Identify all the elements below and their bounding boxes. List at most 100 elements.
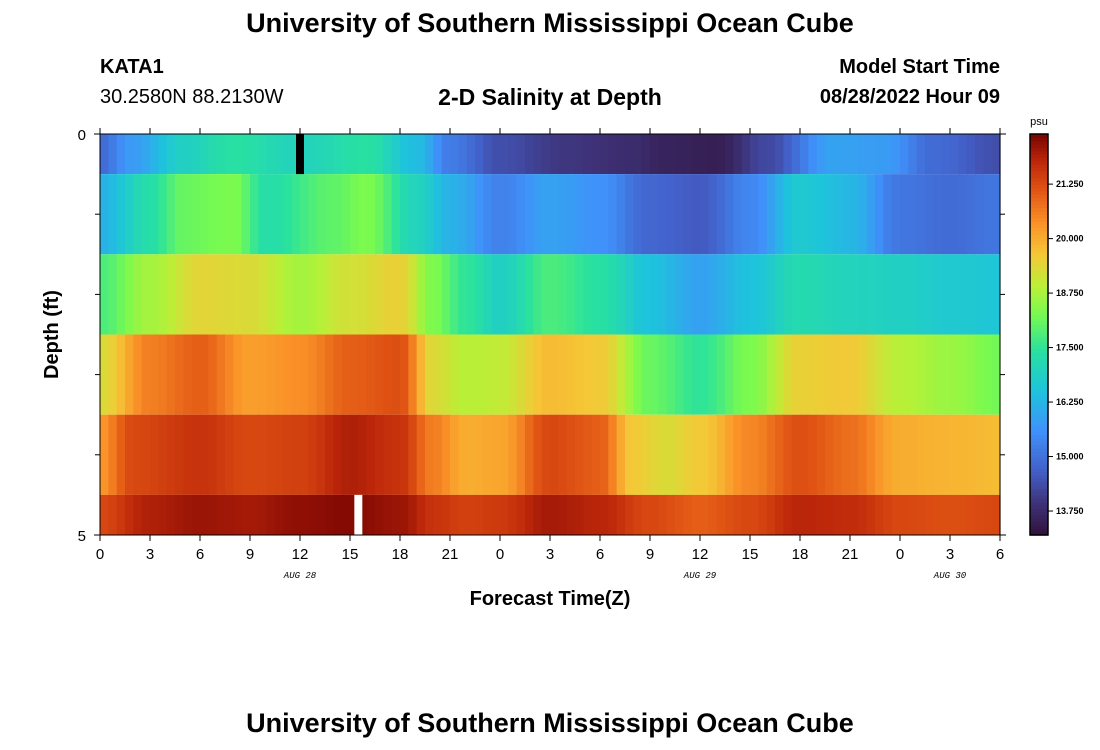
heatmap-cell <box>908 254 918 335</box>
heatmap-cell <box>491 494 501 535</box>
heatmap-cell <box>316 134 326 175</box>
colorbar-swatch <box>1030 190 1048 195</box>
x-date-label: AUG 28 <box>283 571 317 581</box>
heatmap-cell <box>408 134 418 175</box>
heatmap-cell <box>275 254 284 335</box>
heatmap-cell <box>558 414 568 495</box>
heatmap-cell <box>891 494 901 535</box>
heatmap-cell <box>550 334 559 415</box>
heatmap-cell <box>150 494 159 535</box>
heatmap-cell <box>475 414 484 495</box>
heatmap-cell <box>433 174 443 255</box>
heatmap-cell <box>725 134 734 175</box>
heatmap-cell <box>950 254 959 335</box>
heatmap-cell <box>583 334 593 415</box>
heatmap-cell <box>191 254 201 335</box>
heatmap-cell <box>433 334 443 415</box>
heatmap-cell <box>400 414 409 495</box>
heatmap-cell <box>191 334 201 415</box>
colorbar-swatch <box>1030 481 1048 486</box>
heatmap-cell <box>600 254 609 335</box>
heatmap-cell <box>191 174 201 255</box>
heatmap-cell <box>691 134 701 175</box>
y-axis: 05 <box>78 127 1006 545</box>
heatmap-cell <box>508 254 518 335</box>
heatmap-cell <box>408 414 418 495</box>
colorbar-swatch <box>1030 341 1048 346</box>
heatmap-cell <box>258 254 268 335</box>
colorbar-label: 17.500 <box>1056 343 1084 353</box>
heatmap-cell <box>533 334 543 415</box>
heatmap-cell <box>575 254 584 335</box>
heatmap-cell <box>325 334 334 415</box>
heatmap-cell <box>800 494 809 535</box>
colorbar-label: 15.000 <box>1056 452 1084 462</box>
heatmap-cell <box>975 254 984 335</box>
heatmap-cell <box>891 334 901 415</box>
x-tick-label: 6 <box>196 546 204 563</box>
heatmap-cell <box>500 174 509 255</box>
heatmap-cell <box>133 494 143 535</box>
heatmap-cell <box>591 174 601 255</box>
heatmap-cell <box>725 414 734 495</box>
heatmap-cell <box>241 334 251 415</box>
heatmap-cell <box>700 134 709 175</box>
colorbar-swatch <box>1030 424 1048 429</box>
colorbar-label: 18.750 <box>1056 288 1084 298</box>
heatmap-cell <box>441 494 451 535</box>
y-tick-label: 5 <box>78 528 86 545</box>
heatmap-cell <box>341 334 351 415</box>
heatmap-cell <box>100 414 109 495</box>
heatmap-cell <box>983 414 993 495</box>
heatmap-cell <box>483 134 493 175</box>
heatmap-cell <box>416 174 426 255</box>
heatmap-cell <box>266 334 276 415</box>
heatmap-cell <box>350 134 359 175</box>
heatmap-cell <box>850 174 859 255</box>
colorbar-swatch <box>1030 327 1048 332</box>
heatmap-cell <box>266 414 276 495</box>
colorbar-swatch <box>1030 361 1048 366</box>
heatmap-cell <box>358 334 368 415</box>
heatmap-cell <box>216 174 226 255</box>
heatmap-cell <box>166 174 176 255</box>
heatmap-cell <box>458 174 468 255</box>
colorbar-unit: psu <box>1030 116 1048 128</box>
heatmap-cell <box>375 174 384 255</box>
heatmap-cell <box>666 174 676 255</box>
y-tick-label: 0 <box>78 127 86 144</box>
heatmap-cell <box>383 334 393 415</box>
heatmap-cell <box>933 334 943 415</box>
heatmap-cell <box>116 254 126 335</box>
heatmap-cell <box>216 134 226 175</box>
heatmap-cell <box>483 334 493 415</box>
colorbar-swatch <box>1030 344 1048 349</box>
colorbar-swatch <box>1030 511 1048 516</box>
heatmap-cell <box>991 254 1001 335</box>
heatmap-cell <box>833 414 843 495</box>
colorbar-swatch <box>1030 418 1048 422</box>
heatmap-cell <box>608 494 618 535</box>
heatmap-cell <box>633 494 643 535</box>
colorbar-swatch <box>1030 334 1048 339</box>
heatmap-cell <box>750 174 759 255</box>
heatmap-cell <box>750 334 759 415</box>
heatmap-cell <box>825 254 834 335</box>
heatmap-cell <box>108 334 118 415</box>
heatmap-cell <box>275 134 284 175</box>
heatmap-cell <box>191 414 201 495</box>
heatmap-cell <box>566 174 576 255</box>
colorbar-swatch <box>1030 247 1048 252</box>
heatmap-cell <box>833 254 843 335</box>
colorbar-swatch <box>1030 428 1048 433</box>
heatmap-cell <box>858 414 868 495</box>
colorbar-swatch <box>1030 237 1048 242</box>
heatmap-cell <box>650 174 659 255</box>
heatmap-cell <box>883 334 893 415</box>
heatmap-cell <box>791 254 801 335</box>
heatmap-cell <box>741 134 751 175</box>
heatmap-cell <box>908 134 918 175</box>
heatmap-cell <box>250 134 259 175</box>
heatmap-cell <box>241 494 251 535</box>
heatmap-cell <box>608 414 618 495</box>
